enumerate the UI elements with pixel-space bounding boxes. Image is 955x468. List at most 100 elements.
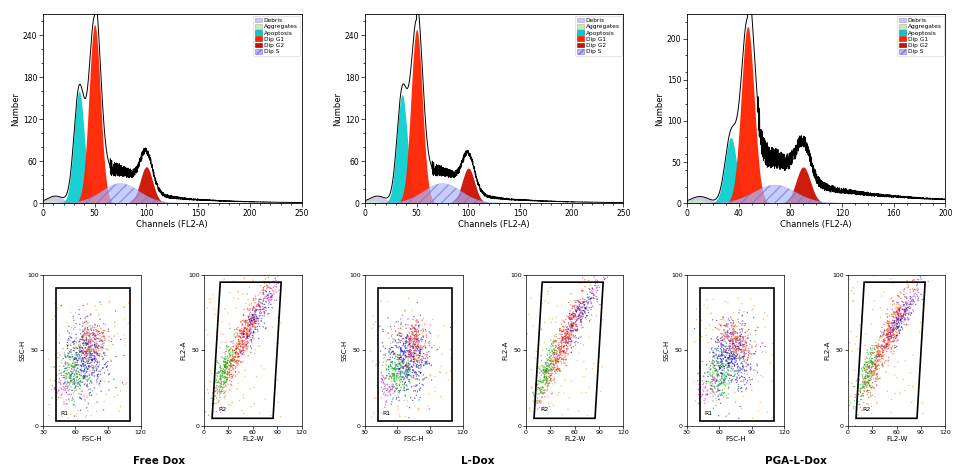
Point bbox=[73, 326, 88, 334]
Point bbox=[718, 346, 733, 353]
Point bbox=[226, 347, 242, 354]
Point bbox=[575, 310, 590, 317]
Point bbox=[861, 373, 877, 380]
Point bbox=[385, 344, 400, 351]
Point bbox=[846, 383, 861, 390]
Point bbox=[60, 342, 75, 349]
Point bbox=[376, 354, 392, 362]
Point bbox=[75, 328, 91, 335]
Point bbox=[557, 376, 572, 384]
Point bbox=[395, 342, 411, 349]
Point bbox=[711, 347, 726, 354]
Point bbox=[407, 313, 422, 320]
Point bbox=[890, 331, 905, 339]
Point bbox=[397, 372, 413, 379]
Point bbox=[741, 344, 756, 352]
Point bbox=[405, 364, 420, 371]
Point bbox=[584, 295, 599, 302]
Point bbox=[883, 344, 899, 351]
Point bbox=[415, 327, 431, 335]
Point bbox=[556, 323, 571, 330]
Point bbox=[716, 363, 732, 371]
Point bbox=[732, 346, 748, 353]
Point bbox=[64, 351, 79, 358]
Point bbox=[228, 342, 244, 350]
Point bbox=[71, 351, 86, 358]
Point bbox=[61, 395, 76, 403]
Point bbox=[906, 292, 922, 300]
Point bbox=[393, 344, 409, 351]
Point bbox=[207, 378, 223, 385]
Point bbox=[78, 344, 94, 351]
Point bbox=[380, 386, 395, 393]
Point bbox=[566, 326, 582, 333]
Point bbox=[727, 330, 742, 337]
Point bbox=[115, 379, 130, 387]
Point bbox=[70, 364, 85, 372]
Point bbox=[530, 369, 545, 376]
Point bbox=[885, 297, 901, 305]
Point bbox=[74, 362, 89, 369]
Point bbox=[877, 336, 892, 344]
Point bbox=[712, 365, 728, 372]
Point bbox=[412, 352, 427, 359]
Point bbox=[64, 368, 79, 376]
Point bbox=[399, 402, 414, 410]
Point bbox=[201, 389, 216, 397]
Point bbox=[403, 367, 418, 375]
Point bbox=[860, 353, 875, 361]
Point bbox=[388, 328, 403, 335]
Point bbox=[262, 288, 277, 296]
Point bbox=[890, 315, 905, 322]
Point bbox=[867, 393, 882, 401]
Point bbox=[395, 351, 411, 359]
Point bbox=[259, 288, 274, 295]
Point bbox=[714, 356, 730, 363]
Point bbox=[712, 387, 728, 394]
Point bbox=[576, 310, 591, 318]
Point bbox=[386, 375, 401, 383]
Point bbox=[721, 354, 736, 361]
Point bbox=[221, 370, 236, 378]
Point bbox=[728, 328, 743, 336]
Point bbox=[858, 378, 873, 385]
Y-axis label: SSC-H: SSC-H bbox=[342, 340, 348, 361]
Point bbox=[48, 389, 63, 397]
Point bbox=[550, 366, 565, 373]
Point bbox=[96, 327, 112, 334]
Point bbox=[861, 380, 877, 387]
Point bbox=[865, 379, 881, 387]
Point bbox=[83, 378, 98, 385]
Point bbox=[878, 346, 893, 354]
Point bbox=[697, 369, 712, 377]
Point bbox=[732, 339, 747, 346]
Point bbox=[730, 351, 745, 358]
Point bbox=[213, 361, 228, 369]
Point bbox=[47, 377, 62, 385]
Point bbox=[400, 366, 415, 373]
Point bbox=[880, 331, 895, 338]
Point bbox=[223, 359, 239, 367]
Point bbox=[383, 340, 398, 347]
Point bbox=[889, 314, 904, 322]
Point bbox=[585, 292, 601, 299]
Point bbox=[853, 404, 868, 411]
Point bbox=[721, 336, 736, 344]
Point bbox=[387, 371, 402, 378]
Point bbox=[711, 381, 726, 388]
Point bbox=[231, 287, 246, 295]
Point bbox=[375, 377, 391, 384]
Point bbox=[215, 386, 230, 393]
Point bbox=[717, 329, 732, 336]
Point bbox=[879, 368, 894, 376]
Point bbox=[384, 358, 399, 366]
Point bbox=[715, 380, 731, 387]
Point bbox=[236, 330, 251, 337]
Point bbox=[410, 343, 425, 350]
Point bbox=[48, 300, 63, 307]
Point bbox=[236, 329, 251, 336]
Point bbox=[81, 344, 96, 351]
Point bbox=[543, 336, 559, 344]
Point bbox=[409, 352, 424, 359]
Point bbox=[77, 370, 93, 378]
